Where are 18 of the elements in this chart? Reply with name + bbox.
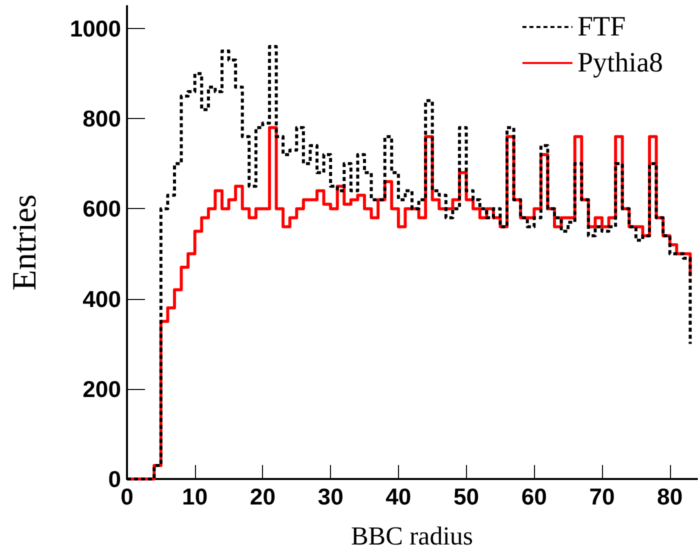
x-tick-label: 60: [521, 484, 547, 510]
x-tick-label: 80: [657, 484, 683, 510]
legend-label: Pythia8: [577, 48, 664, 78]
y-tick-label: 400: [82, 286, 121, 312]
x-tick-label: 40: [386, 484, 412, 510]
x-tick-label: 20: [250, 484, 276, 510]
x-tick-label: 50: [453, 484, 480, 510]
y-tick-label: 600: [82, 196, 121, 222]
y-tick-label: 800: [82, 106, 121, 132]
x-tick-label: 30: [318, 484, 344, 510]
y-axis-title: Entries: [6, 194, 44, 291]
y-tick-label: 1000: [70, 16, 121, 42]
y-tick-label: 0: [108, 466, 121, 492]
x-tick-label: 70: [589, 484, 615, 510]
x-tick-label: 10: [182, 484, 208, 510]
legend-label: FTF: [577, 12, 626, 42]
y-tick-label: 200: [82, 376, 121, 402]
x-axis-title: BBC radius: [350, 522, 474, 550]
